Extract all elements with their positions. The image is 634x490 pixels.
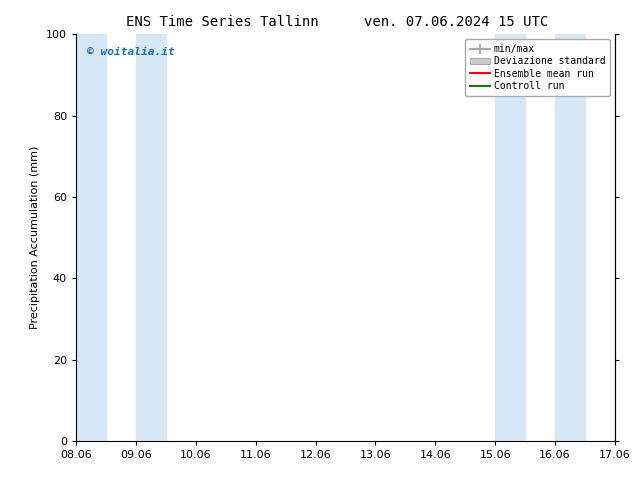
Bar: [495, 34, 525, 441]
Y-axis label: Precipitation Accumulation (mm): Precipitation Accumulation (mm): [30, 146, 41, 329]
Bar: [76, 34, 106, 441]
Bar: [136, 34, 166, 441]
Text: ENS Time Series Tallinn: ENS Time Series Tallinn: [126, 15, 318, 29]
Bar: [555, 34, 585, 441]
Text: © woitalia.it: © woitalia.it: [87, 47, 174, 56]
Bar: [615, 34, 634, 441]
Legend: min/max, Deviazione standard, Ensemble mean run, Controll run: min/max, Deviazione standard, Ensemble m…: [465, 39, 610, 96]
Text: ven. 07.06.2024 15 UTC: ven. 07.06.2024 15 UTC: [365, 15, 548, 29]
